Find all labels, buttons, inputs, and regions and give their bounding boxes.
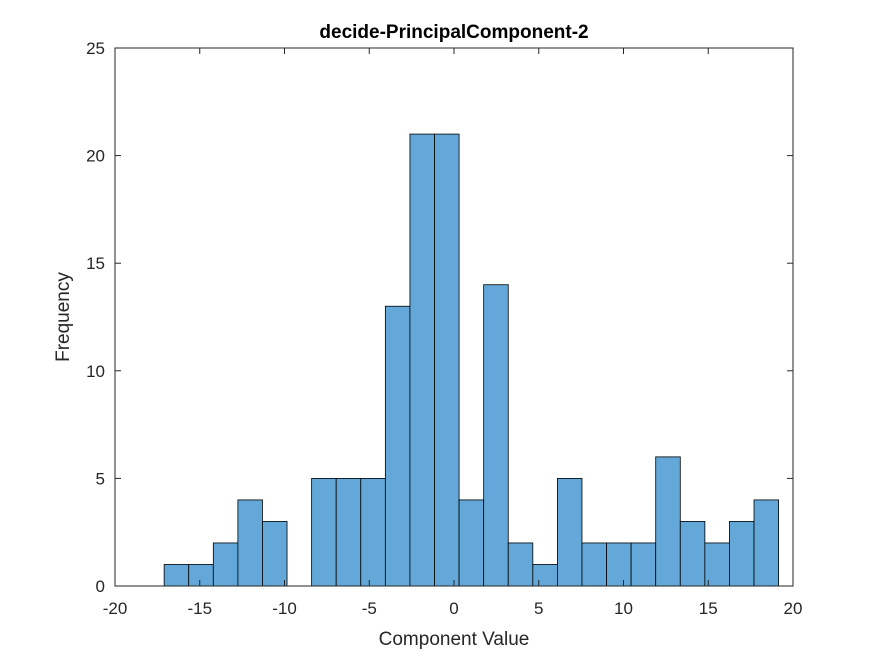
- histogram-bar: [581, 542, 607, 587]
- histogram-bar: [409, 133, 435, 587]
- histogram-bar: [458, 499, 485, 587]
- histogram-bar: [188, 564, 214, 587]
- x-axis: -20 -15 -10 -5 0 5 10 15 20: [103, 48, 803, 618]
- x-tick-label: 10: [614, 599, 633, 618]
- bars-group: [163, 133, 779, 587]
- histogram-bar: [606, 542, 632, 587]
- x-tick-label: 5: [534, 599, 543, 618]
- x-tick-label: -10: [272, 599, 297, 618]
- histogram-bar: [311, 477, 337, 587]
- histogram-bar: [630, 542, 657, 587]
- x-axis-label: Component Value: [379, 629, 530, 650]
- histogram-bar: [434, 133, 460, 587]
- histogram-bar: [655, 456, 681, 587]
- y-axis-label: Frequency: [53, 272, 74, 362]
- histogram-bar: [262, 521, 288, 587]
- histogram-bar: [483, 284, 509, 587]
- histogram-bar: [360, 477, 386, 587]
- histogram-bar: [507, 542, 534, 587]
- histogram-bar: [729, 521, 755, 587]
- histogram-bar: [753, 499, 779, 587]
- chart-title: decide-PrincipalComponent-2: [319, 22, 588, 43]
- x-tick-label: -15: [187, 599, 212, 618]
- y-tick-label: 0: [96, 577, 105, 596]
- y-tick-label: 10: [86, 362, 105, 381]
- y-tick-label: 25: [86, 39, 105, 58]
- histogram-bar: [237, 499, 263, 587]
- x-tick-label: 20: [784, 599, 803, 618]
- x-tick-label: -20: [103, 599, 128, 618]
- histogram-bar: [335, 477, 362, 587]
- x-tick-label: 15: [699, 599, 718, 618]
- y-tick-label: 20: [86, 147, 105, 166]
- y-tick-label: 15: [86, 254, 105, 273]
- histogram-bar: [163, 564, 190, 587]
- histogram-bar: [679, 521, 706, 587]
- histogram-bar: [704, 542, 730, 587]
- x-tick-label: 0: [449, 599, 458, 618]
- y-tick-label: 5: [96, 469, 105, 488]
- histogram-bar: [384, 305, 411, 587]
- x-tick-label: -5: [362, 599, 377, 618]
- histogram-bar: [532, 564, 558, 587]
- histogram-bar: [556, 477, 583, 587]
- y-axis: 0 5 10 15 20 25: [86, 39, 793, 596]
- histogram-bar: [212, 542, 239, 587]
